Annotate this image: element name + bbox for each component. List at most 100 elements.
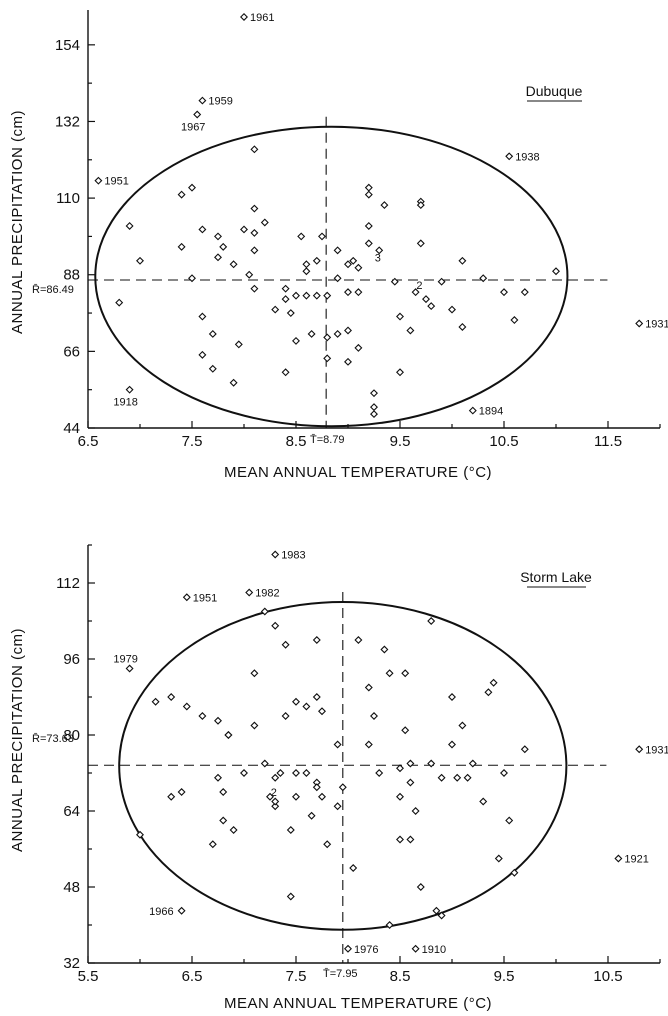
data-point <box>302 769 311 777</box>
data-point <box>151 697 160 706</box>
data-point <box>479 797 488 806</box>
data-point <box>406 326 415 335</box>
data-point <box>364 183 373 192</box>
data-point <box>422 295 430 304</box>
data-point <box>271 797 280 806</box>
data-point <box>260 759 269 768</box>
x-tick-label: 11.5 <box>594 433 622 450</box>
data-point <box>338 783 347 792</box>
labeled-data-point <box>94 176 103 185</box>
year-label: 1931 <box>645 319 668 331</box>
data-point <box>354 288 363 297</box>
year-label: 1894 <box>479 406 503 418</box>
year-label: 1938 <box>515 151 539 163</box>
data-point <box>416 883 425 891</box>
data-point <box>271 773 280 782</box>
labeled-data-point <box>177 906 186 915</box>
data-point <box>214 232 222 241</box>
data-point <box>489 678 498 687</box>
x-tick-label: 10.5 <box>489 433 518 450</box>
data-point <box>136 256 144 265</box>
data-point <box>396 368 404 377</box>
data-point <box>302 702 311 711</box>
x-tick-label: 8.5 <box>286 433 307 450</box>
data-point <box>271 305 280 314</box>
data-point <box>401 726 410 735</box>
data-point <box>437 773 446 782</box>
confidence-ellipse <box>118 601 568 931</box>
data-point <box>198 350 207 359</box>
year-label: 1951 <box>193 592 217 604</box>
year-label: 1979 <box>113 654 137 666</box>
y-tick-label: 112 <box>56 575 80 592</box>
data-point <box>292 792 300 801</box>
year-label: 1976 <box>354 944 378 956</box>
data-point <box>276 769 285 777</box>
data-point <box>510 316 519 324</box>
labeled-data-point <box>411 944 420 953</box>
data-point <box>115 298 124 307</box>
year-label: 1910 <box>422 944 446 956</box>
station-label: Storm Lake <box>520 569 592 585</box>
y-tick-label: 80 <box>63 727 80 744</box>
data-point <box>411 288 420 297</box>
data-point <box>214 253 222 262</box>
data-point <box>198 312 207 321</box>
data-point <box>396 764 404 773</box>
x-tick-label: 6.5 <box>182 968 203 985</box>
data-point <box>177 242 186 251</box>
data-point <box>177 788 186 796</box>
data-point <box>380 201 389 210</box>
data-point <box>375 246 384 255</box>
data-point <box>333 246 342 255</box>
data-point <box>364 683 373 692</box>
y-tick-label: 96 <box>63 651 80 668</box>
data-point <box>427 302 436 311</box>
data-point <box>364 740 373 749</box>
data-point <box>458 323 467 331</box>
overlap-count-label: 3 <box>375 252 381 264</box>
data-point <box>219 788 228 796</box>
x-tick-label: 6.5 <box>78 433 99 450</box>
data-point <box>354 636 363 644</box>
confidence-ellipse <box>94 125 569 428</box>
data-point <box>136 830 144 839</box>
data-point <box>240 225 248 234</box>
data-point <box>167 792 176 801</box>
data-point <box>333 740 342 749</box>
data-point <box>520 745 529 754</box>
year-label: 1982 <box>255 588 279 600</box>
data-point <box>354 343 363 352</box>
x-tick-label: 7.5 <box>286 968 307 985</box>
labeled-data-point <box>240 12 248 21</box>
data-point <box>463 773 472 782</box>
data-point <box>188 274 196 283</box>
data-point <box>323 840 332 849</box>
data-point <box>344 260 352 269</box>
data-point <box>219 816 228 825</box>
data-point <box>214 773 222 782</box>
labeled-data-point <box>505 152 514 161</box>
data-point <box>333 274 342 283</box>
data-point <box>312 783 321 792</box>
data-point <box>234 340 243 349</box>
y-axis-title: ANNUAL PRECIPITATION (cm) <box>9 110 26 334</box>
data-point <box>520 288 529 297</box>
data-point <box>318 792 326 801</box>
x-tick-label: 10.5 <box>593 968 622 985</box>
data-point <box>323 333 332 342</box>
data-point <box>229 260 238 269</box>
year-label: 1951 <box>104 176 128 188</box>
y-tick-label: 48 <box>63 879 80 896</box>
labeled-data-point <box>182 593 191 602</box>
data-point <box>224 731 233 739</box>
data-point <box>271 621 280 630</box>
data-point <box>214 716 222 725</box>
data-point <box>286 826 295 834</box>
data-point <box>250 669 259 678</box>
data-point <box>364 190 373 199</box>
data-point <box>344 288 352 297</box>
data-point <box>229 826 238 834</box>
year-label: 1967 <box>181 122 205 134</box>
